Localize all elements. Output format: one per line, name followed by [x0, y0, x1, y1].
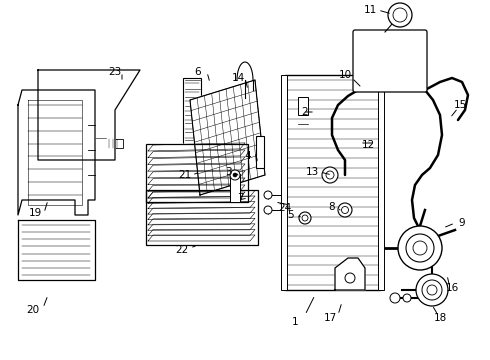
Circle shape: [427, 285, 437, 295]
Bar: [105, 139, 123, 148]
Circle shape: [264, 206, 272, 214]
Circle shape: [388, 3, 412, 27]
Bar: [79, 132, 91, 138]
Bar: [80, 97, 94, 105]
Polygon shape: [148, 185, 245, 191]
Bar: [256, 136, 264, 168]
Text: 17: 17: [323, 313, 337, 323]
Bar: [146, 144, 248, 202]
Circle shape: [403, 294, 411, 302]
Text: 14: 14: [231, 73, 245, 83]
Text: 1: 1: [292, 317, 298, 327]
Bar: [49, 132, 61, 138]
Bar: [281, 75, 287, 290]
Polygon shape: [148, 213, 255, 220]
Circle shape: [73, 120, 79, 126]
Text: 7: 7: [237, 193, 244, 203]
Polygon shape: [148, 192, 245, 198]
Text: 2: 2: [302, 107, 308, 117]
Circle shape: [322, 167, 338, 183]
Bar: [20, 222, 93, 278]
Circle shape: [398, 226, 442, 270]
Polygon shape: [18, 220, 95, 280]
Bar: [183, 78, 201, 178]
Polygon shape: [148, 196, 255, 203]
Text: 13: 13: [305, 167, 318, 177]
Circle shape: [264, 191, 272, 199]
Text: 18: 18: [433, 313, 446, 323]
Circle shape: [338, 203, 352, 217]
Circle shape: [416, 274, 448, 306]
Polygon shape: [148, 143, 245, 151]
Circle shape: [299, 212, 311, 224]
Circle shape: [413, 241, 427, 255]
Text: 11: 11: [364, 5, 377, 15]
Bar: [94, 135, 106, 141]
Text: 4: 4: [245, 151, 251, 161]
Circle shape: [345, 273, 355, 283]
Circle shape: [59, 117, 65, 123]
Polygon shape: [148, 171, 245, 178]
Text: 10: 10: [339, 70, 351, 80]
Text: 3: 3: [225, 167, 231, 177]
Text: 22: 22: [175, 245, 189, 255]
Bar: [230, 174, 240, 202]
Text: 20: 20: [26, 305, 40, 315]
Circle shape: [302, 215, 308, 221]
Polygon shape: [148, 178, 245, 185]
Polygon shape: [18, 90, 95, 215]
Polygon shape: [190, 80, 265, 195]
Bar: [285, 75, 380, 290]
Polygon shape: [148, 218, 255, 225]
Polygon shape: [148, 157, 245, 165]
Polygon shape: [148, 235, 255, 241]
Circle shape: [390, 293, 400, 303]
Text: 8: 8: [329, 202, 335, 212]
Text: 5: 5: [287, 210, 294, 220]
FancyBboxPatch shape: [353, 30, 427, 92]
Circle shape: [233, 173, 237, 177]
Polygon shape: [148, 150, 245, 158]
Text: 9: 9: [459, 218, 466, 228]
Text: 19: 19: [28, 208, 42, 218]
Text: 23: 23: [108, 67, 122, 77]
Circle shape: [406, 234, 434, 262]
Text: 15: 15: [453, 100, 466, 110]
Bar: [64, 130, 76, 136]
Polygon shape: [148, 224, 255, 230]
Polygon shape: [335, 258, 365, 290]
Text: 16: 16: [445, 283, 459, 293]
Polygon shape: [148, 229, 255, 236]
Bar: [378, 75, 384, 290]
Text: 21: 21: [178, 170, 192, 180]
Bar: [298, 97, 308, 115]
Text: 12: 12: [362, 140, 375, 150]
Circle shape: [87, 120, 93, 126]
Polygon shape: [38, 70, 140, 160]
Bar: [52, 92, 66, 100]
Polygon shape: [148, 164, 245, 171]
Circle shape: [326, 171, 334, 179]
Polygon shape: [148, 190, 255, 198]
Text: 6: 6: [195, 67, 201, 77]
Circle shape: [230, 170, 240, 180]
Text: 24: 24: [278, 203, 292, 213]
Circle shape: [393, 8, 407, 22]
Circle shape: [45, 117, 51, 123]
Circle shape: [342, 207, 348, 213]
Polygon shape: [148, 202, 255, 209]
Polygon shape: [148, 207, 255, 214]
Bar: [146, 190, 258, 245]
Circle shape: [422, 280, 442, 300]
